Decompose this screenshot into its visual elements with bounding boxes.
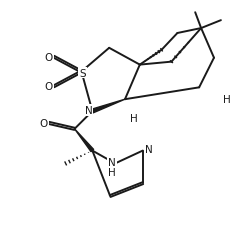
Polygon shape <box>75 129 94 152</box>
Text: H: H <box>223 95 231 105</box>
Text: S: S <box>79 68 86 78</box>
Text: N: N <box>85 106 92 116</box>
Text: N: N <box>145 144 153 154</box>
Text: O: O <box>45 82 53 92</box>
Text: O: O <box>45 52 53 62</box>
Polygon shape <box>92 100 125 113</box>
Text: H: H <box>108 167 116 178</box>
Text: N: N <box>108 158 116 168</box>
Text: H: H <box>130 113 138 123</box>
Text: O: O <box>40 119 48 128</box>
